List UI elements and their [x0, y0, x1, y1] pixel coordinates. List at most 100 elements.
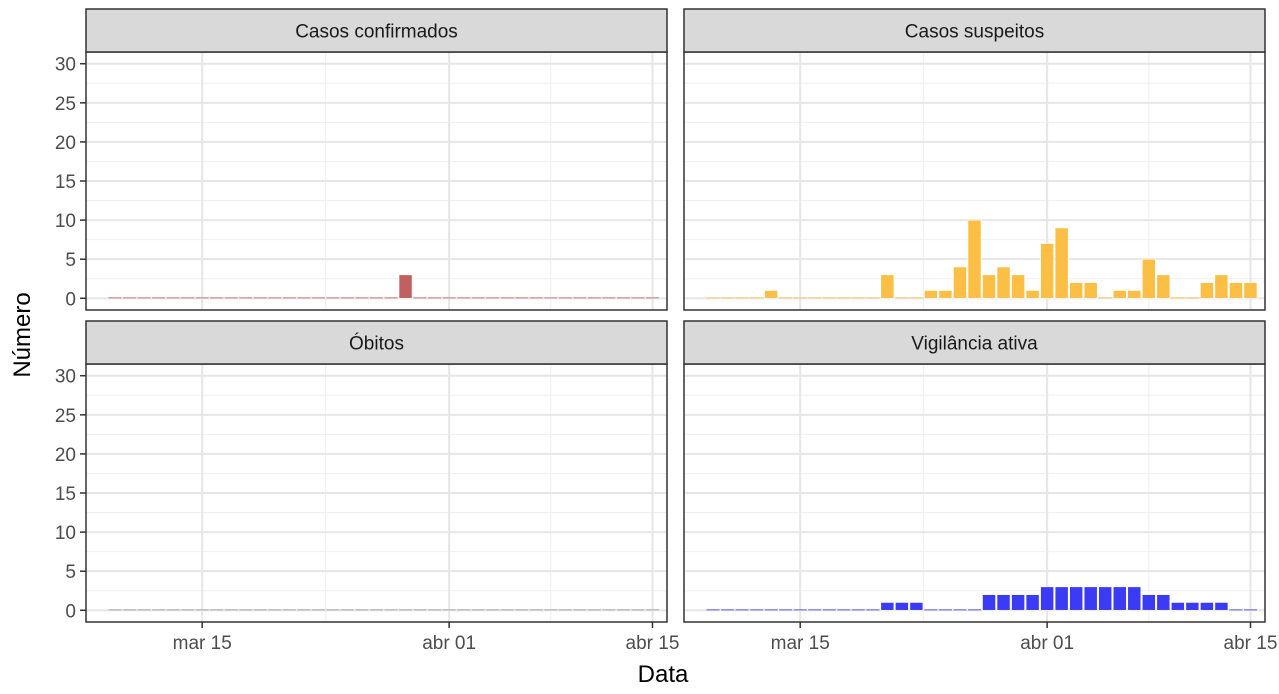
y-tick-label: 10 — [55, 523, 76, 544]
bar — [166, 609, 180, 611]
bar — [326, 297, 340, 299]
bar — [340, 297, 354, 299]
facet-panel-4: Vigilância ativa mar 15 abr 01 abr 15 — [683, 320, 1278, 654]
bar — [195, 609, 209, 611]
bar — [181, 609, 195, 611]
bar — [764, 609, 778, 611]
y-tick-label: 25 — [55, 406, 76, 427]
bar — [938, 290, 953, 299]
bar — [587, 609, 601, 611]
bar — [851, 297, 865, 299]
facet-strip-title: Casos confirmados — [295, 22, 458, 43]
bar — [282, 609, 296, 611]
bar — [982, 594, 996, 611]
bar — [1156, 594, 1171, 611]
bar — [1054, 586, 1069, 611]
bar — [166, 297, 180, 299]
x-tick-label: abr 15 — [1224, 633, 1278, 654]
bar — [793, 297, 807, 299]
bar — [108, 609, 122, 611]
bar — [1069, 586, 1084, 611]
bar — [137, 609, 151, 611]
x-axis-title: Data — [638, 661, 689, 688]
bar — [239, 609, 253, 611]
bar — [355, 297, 369, 299]
y-tick-label: 5 — [65, 562, 76, 583]
bar — [573, 297, 587, 299]
bar — [822, 297, 836, 299]
bar — [1098, 297, 1112, 299]
bar — [311, 609, 325, 611]
bar — [428, 297, 442, 299]
bar — [1098, 586, 1113, 611]
bar — [938, 609, 952, 611]
x-tick-label: abr 01 — [1020, 633, 1074, 654]
bar — [1112, 290, 1127, 299]
bar — [399, 609, 413, 611]
y-tick-label: 0 — [65, 601, 76, 622]
bar — [515, 609, 529, 611]
bar — [326, 609, 340, 611]
bar — [573, 609, 587, 611]
bar — [924, 609, 938, 611]
bar — [1127, 290, 1142, 299]
bar — [195, 297, 209, 299]
bar — [471, 609, 485, 611]
bar — [735, 297, 749, 299]
bar — [210, 297, 224, 299]
bar — [1083, 282, 1098, 299]
bar — [544, 609, 558, 611]
bar — [544, 297, 558, 299]
bar — [1243, 282, 1258, 299]
bar — [880, 602, 895, 611]
bar — [616, 609, 630, 611]
bar — [602, 609, 616, 611]
bar — [1185, 602, 1200, 611]
y-tick-label: 30 — [55, 55, 76, 76]
bar — [181, 297, 195, 299]
facet-strip-title: Óbitos — [349, 333, 404, 355]
bar — [1141, 594, 1156, 611]
bar — [764, 290, 778, 299]
bar — [1200, 282, 1214, 299]
bar — [706, 297, 720, 299]
bar — [152, 297, 166, 299]
facet-strip — [683, 8, 1266, 53]
bar — [967, 219, 982, 299]
bar — [486, 297, 500, 299]
bar — [253, 609, 267, 611]
bar — [486, 609, 500, 611]
x-tick-label: abr 15 — [626, 633, 680, 654]
x-tick-label: abr 01 — [422, 633, 476, 654]
bar — [529, 609, 543, 611]
bar — [851, 609, 865, 611]
panels-layer: Casos confirmados 0 5 10 15 20 25 30 Casos suspe… — [55, 8, 1278, 654]
bar — [645, 297, 660, 299]
bar — [880, 274, 895, 299]
bar — [1112, 586, 1127, 611]
y-tick-label: 15 — [55, 172, 76, 193]
bar — [253, 297, 267, 299]
bar — [1141, 258, 1156, 299]
bar — [442, 297, 456, 299]
facet-strip — [85, 8, 668, 53]
facet-panel-3: Óbitos 0 5 10 15 20 25 30 mar 15 abr 01 abr 15 — [55, 320, 680, 654]
bar — [1185, 297, 1199, 299]
facet-strip — [85, 320, 668, 365]
bar — [384, 609, 398, 611]
bar — [500, 609, 514, 611]
y-tick-label: 0 — [65, 289, 76, 310]
bar — [953, 266, 967, 299]
bar — [1171, 297, 1185, 299]
bar — [837, 609, 851, 611]
bar — [384, 297, 398, 299]
bar — [239, 297, 253, 299]
bar — [442, 609, 456, 611]
bar — [779, 609, 793, 611]
bar — [721, 609, 735, 611]
bar — [1083, 586, 1098, 611]
bar — [1025, 290, 1040, 299]
bar — [706, 609, 720, 611]
bar — [587, 297, 601, 299]
bar — [1243, 609, 1258, 611]
